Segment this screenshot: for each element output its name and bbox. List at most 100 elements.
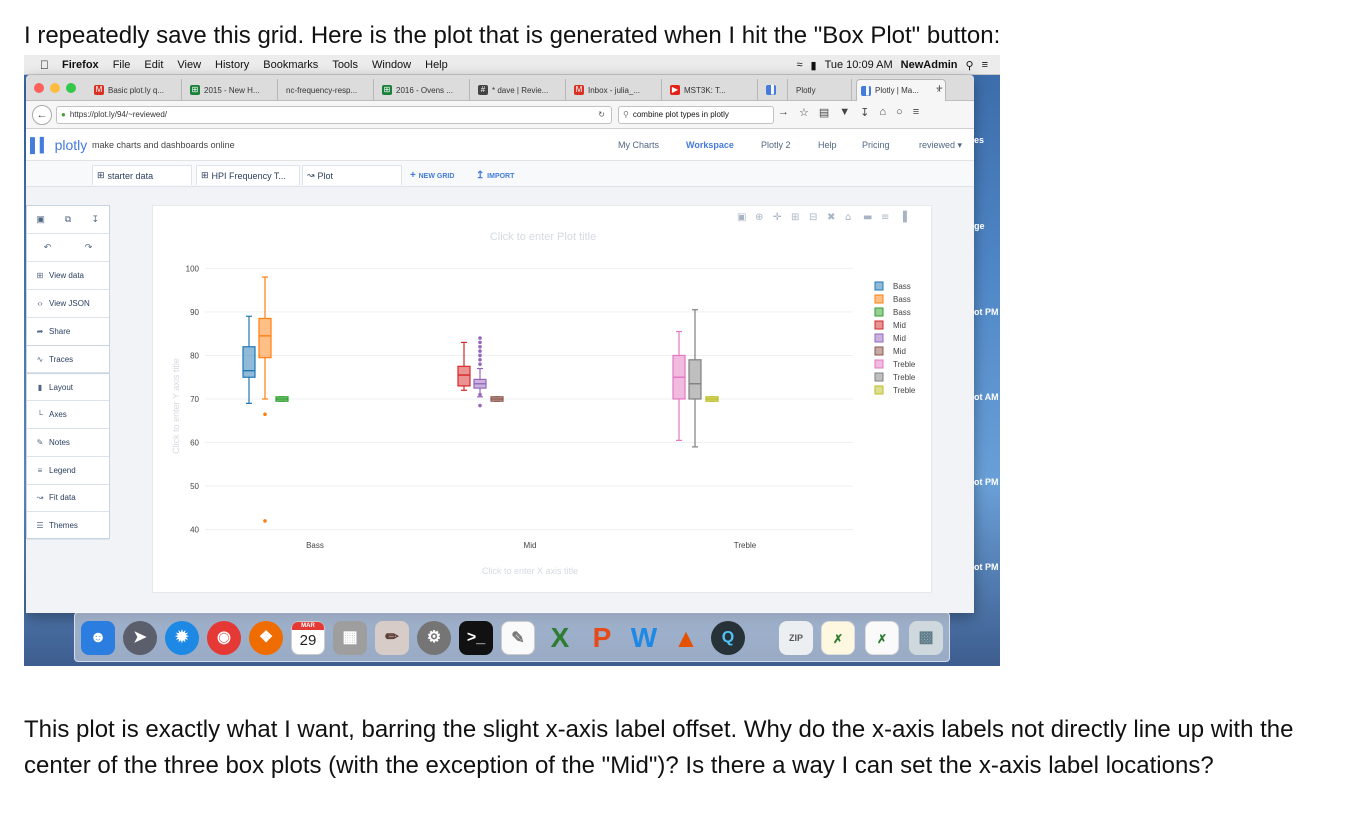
sidebar-item-notes[interactable]: ✎ Notes xyxy=(27,429,109,457)
nav-workspace[interactable]: Workspace xyxy=(686,140,734,150)
sidebar-item-view-json[interactable]: ‹› View JSON xyxy=(27,290,109,318)
legend-swatch[interactable] xyxy=(874,359,884,369)
browser-tab[interactable]: M Inbox - julia_... xyxy=(570,79,662,101)
calendar-icon[interactable]: MAR 29 xyxy=(291,621,325,655)
firefox-icon[interactable]: ❖ xyxy=(249,621,283,655)
tab-hpi-frequency[interactable]: ⊞ HPI Frequency T... xyxy=(196,165,300,185)
browser-tab[interactable]: M Basic plot.ly q... xyxy=(90,79,182,101)
user-name[interactable]: NewAdmin xyxy=(900,59,958,71)
url-bar[interactable]: ● https://plot.ly/94/~reviewed/ ↻ xyxy=(56,106,612,124)
legend-entry[interactable]: Mid xyxy=(893,334,906,343)
word-icon[interactable]: W xyxy=(630,622,658,653)
nav-user-menu[interactable]: reviewed ▾ xyxy=(919,140,962,151)
copy-icon[interactable]: ⧉ xyxy=(64,214,72,224)
minimize-window-icon[interactable] xyxy=(50,83,60,93)
box-outlier-point[interactable] xyxy=(478,336,482,340)
search-icon[interactable]: ⚲ xyxy=(965,59,974,72)
menu-help[interactable]: Help xyxy=(416,58,448,71)
chrome-icon[interactable]: ◉ xyxy=(207,621,241,655)
menu-edit[interactable]: Edit xyxy=(135,58,163,71)
box-outlier-point[interactable] xyxy=(478,349,482,353)
camera-icon[interactable]: ▣ xyxy=(737,212,746,223)
plotly-logo[interactable]: ▌▍ plotly xyxy=(30,137,87,154)
box-outlier-point[interactable] xyxy=(478,358,482,362)
archive-zip-icon[interactable]: ZIP xyxy=(779,621,813,655)
legend-swatch[interactable] xyxy=(874,281,884,291)
box-outlier-point[interactable] xyxy=(478,353,482,358)
launchpad-icon[interactable]: ➤ xyxy=(123,621,157,655)
textedit-icon[interactable]: ✎ xyxy=(501,621,535,655)
legend-swatch[interactable] xyxy=(874,320,884,330)
legend-swatch[interactable] xyxy=(874,294,884,304)
apple-icon[interactable]:  xyxy=(24,58,55,72)
hover-compare-icon[interactable]: ≡ xyxy=(881,212,889,223)
menu-file[interactable]: File xyxy=(103,58,131,71)
wifi-icon[interactable]: ≈ xyxy=(796,59,803,71)
trash-icon[interactable]: ▩ xyxy=(909,621,943,655)
menu-tools[interactable]: Tools xyxy=(323,58,358,71)
save-icon[interactable]: ▣ xyxy=(36,214,45,224)
home-icon[interactable]: ⌂ xyxy=(879,106,887,118)
plotly-logo-icon[interactable]: ▐ xyxy=(899,210,907,223)
reset-icon[interactable]: ⌂ xyxy=(845,212,851,223)
browser-tab[interactable]: # * dave | Revie... xyxy=(474,79,566,101)
zoom-icon[interactable]: ⊕ xyxy=(755,212,763,223)
nav-pricing[interactable]: Pricing xyxy=(862,140,890,150)
clock-text[interactable]: Tue 10:09 AM xyxy=(824,59,893,71)
legend-entry[interactable]: Treble xyxy=(893,386,916,395)
zoom-out-icon[interactable]: ⊟ xyxy=(809,212,817,223)
quicktime-icon[interactable]: Q xyxy=(711,621,745,655)
close-tab-icon[interactable]: × xyxy=(936,86,941,95)
box-mid-1[interactable] xyxy=(457,365,471,387)
go-arrow-icon[interactable]: → xyxy=(778,106,789,118)
download-icon[interactable]: ↧ xyxy=(860,107,870,119)
matlab-icon[interactable]: ▲ xyxy=(673,623,699,653)
calculator-icon[interactable]: ▦ xyxy=(333,621,367,655)
back-icon[interactable]: ← xyxy=(32,105,52,125)
legend-swatch[interactable] xyxy=(874,346,884,356)
legend-entry[interactable]: Treble xyxy=(893,373,916,382)
new-grid-button[interactable]: + NEW GRID xyxy=(410,170,454,181)
nav-my-charts[interactable]: My Charts xyxy=(618,140,660,150)
autoscale-icon[interactable]: ✖ xyxy=(827,212,835,223)
menu-window[interactable]: Window xyxy=(363,58,411,71)
browser-tab[interactable]: ▐ xyxy=(762,79,788,101)
safari-icon[interactable]: ✹ xyxy=(165,621,199,655)
finder-icon[interactable]: ☻ xyxy=(81,621,115,655)
import-button[interactable]: ↥ IMPORT xyxy=(476,170,514,181)
box-outlier-point[interactable] xyxy=(478,344,482,349)
close-window-icon[interactable] xyxy=(34,83,44,93)
legend-swatch[interactable] xyxy=(874,385,884,395)
spreadsheet-doc-icon[interactable]: ✗ xyxy=(821,621,855,655)
browser-tab[interactable]: ▐ Plotly | Ma... × xyxy=(856,79,946,101)
legend-entry[interactable]: Treble xyxy=(893,360,916,369)
legend-entry[interactable]: Mid xyxy=(893,347,906,356)
tab-plot[interactable]: ↝ Plot xyxy=(302,165,402,185)
y-axis-title-placeholder[interactable]: Click to enter Y axis title xyxy=(171,358,181,454)
list-icon[interactable]: ≡ xyxy=(981,59,988,71)
sidebar-item-fit-data[interactable]: ↝ Fit data xyxy=(27,484,109,513)
box-treble-2[interactable] xyxy=(688,359,702,400)
pan-icon[interactable]: ✛ xyxy=(773,212,782,223)
box-outlier-point[interactable] xyxy=(478,392,482,397)
x-axis-title-placeholder[interactable]: Click to enter X axis title xyxy=(482,566,578,576)
box-outlier-point[interactable] xyxy=(478,340,482,345)
sidebar-item-traces[interactable]: ∿ Traces xyxy=(27,345,109,374)
search-bar[interactable]: ⚲ combine plot types in plotly xyxy=(618,106,774,124)
zoom-in-icon[interactable]: ⊞ xyxy=(791,212,799,223)
menu-view[interactable]: View xyxy=(168,58,201,71)
box-bass-1[interactable] xyxy=(242,346,256,378)
powerpoint-icon[interactable]: P xyxy=(592,622,612,653)
battery-icon[interactable]: ▮ xyxy=(810,59,817,72)
preview-icon[interactable]: ✏ xyxy=(375,621,409,655)
nav-plotly-2[interactable]: Plotly 2 xyxy=(761,140,791,150)
reading-list-icon[interactable]: ▤ xyxy=(818,107,830,119)
menu-history[interactable]: History xyxy=(206,58,249,71)
legend-swatch[interactable] xyxy=(874,333,884,343)
browser-tab[interactable]: ⊞ 2015 - New H... xyxy=(186,79,278,101)
plot-title-placeholder[interactable]: Click to enter Plot title xyxy=(490,231,596,243)
menu-firefox[interactable]: Firefox xyxy=(53,58,99,71)
sidebar-item-axes[interactable]: └ Axes xyxy=(27,401,109,429)
sidebar-item-legend[interactable]: ≡ Legend xyxy=(27,457,109,485)
hover-closest-icon[interactable]: ▬ xyxy=(863,212,872,223)
